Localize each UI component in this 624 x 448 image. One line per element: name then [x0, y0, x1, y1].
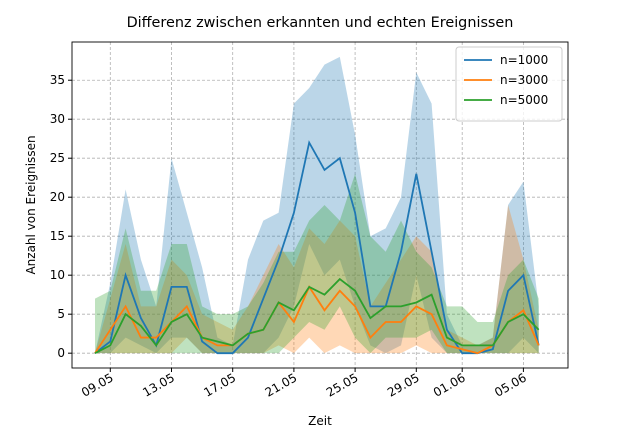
- legend-label: n=1000: [500, 53, 548, 67]
- y-tick-label: 10: [50, 268, 65, 282]
- axes-frame: [71, 41, 569, 369]
- y-tick-label: 20: [50, 190, 65, 204]
- legend-label: n=3000: [500, 73, 548, 87]
- y-tick-label: 25: [50, 151, 65, 165]
- y-tick-label: 30: [50, 112, 65, 126]
- y-axis-label: Anzahl von Ereignissen: [24, 135, 38, 274]
- confidence-band: [95, 56, 539, 354]
- confidence-band: [95, 205, 539, 354]
- legend-box: [455, 46, 563, 122]
- y-tick-label: 0: [57, 346, 65, 360]
- line: [94, 277, 540, 354]
- legend-label: n=5000: [500, 93, 548, 107]
- y-tick-label: 5: [57, 307, 65, 321]
- chart-title: Differenz zwischen erkannten und echten …: [127, 15, 514, 31]
- confidence-band: [95, 173, 539, 354]
- y-tick-label: 35: [50, 73, 65, 87]
- x-axis-label: Zeit: [308, 414, 332, 428]
- line: [94, 140, 540, 355]
- y-tick-label: 15: [50, 229, 65, 243]
